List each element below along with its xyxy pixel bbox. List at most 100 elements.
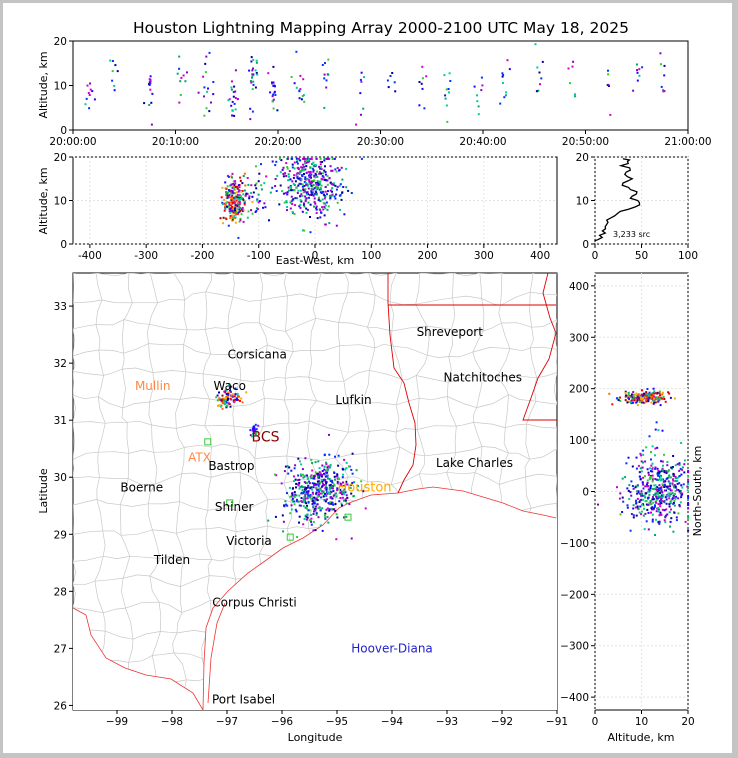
time-height-source <box>445 104 448 107</box>
ew-altitude-source <box>299 203 302 206</box>
altitude-ns-source <box>619 492 622 495</box>
plan-view-source <box>309 519 312 521</box>
county-line <box>103 607 126 614</box>
ew-altitude-source <box>303 205 306 208</box>
plan-view-source <box>306 516 309 519</box>
plan-view-source <box>230 394 233 397</box>
time-height-source <box>327 58 330 61</box>
county-line <box>418 455 426 474</box>
plan-view-source <box>327 468 330 471</box>
county-line <box>233 425 264 429</box>
altitude-ns-source <box>676 488 678 491</box>
plan-view-source <box>224 399 227 402</box>
plan-view-x-tick-label: −92 <box>491 716 513 728</box>
county-line <box>149 575 181 587</box>
county-line <box>472 351 484 375</box>
ew-altitude-source <box>309 175 312 178</box>
plan-view-source <box>298 460 301 463</box>
gulf-water <box>203 487 557 710</box>
ew-altitude-source <box>326 208 329 211</box>
time-height-source <box>206 90 209 93</box>
ew-altitude-source <box>324 223 327 226</box>
ew-altitude-source <box>236 187 239 190</box>
county-line <box>119 504 122 536</box>
altitude-ns-y-tick-label: 400 <box>569 281 589 293</box>
plan-view-source <box>253 427 256 430</box>
ew-altitude-source <box>237 190 240 193</box>
ew-altitude-source <box>231 207 234 210</box>
ew-altitude-source <box>301 210 304 213</box>
time-height-source <box>477 105 480 108</box>
plan-view-source <box>283 470 286 473</box>
plan-view-source <box>317 516 320 519</box>
time-height-source <box>501 72 504 75</box>
ew-altitude-source <box>287 179 290 182</box>
plan-view-source <box>307 484 310 487</box>
county-line <box>316 292 348 299</box>
ew-altitude-source <box>328 222 331 225</box>
county-line <box>181 447 185 474</box>
county-line <box>121 353 125 370</box>
plan-view-source <box>308 482 311 485</box>
time-height-source <box>325 79 328 82</box>
ew-altitude-source <box>308 180 311 183</box>
altitude-ns-source <box>663 483 666 486</box>
ew-altitude-source <box>232 180 235 183</box>
plan-view-source <box>310 517 313 520</box>
altitude-ns-y-tick-label: 300 <box>569 332 589 344</box>
altitude-ns-source <box>650 401 653 404</box>
plan-view-source <box>312 499 315 502</box>
county-line <box>254 426 264 459</box>
plan-view-x-tick-label: −97 <box>216 716 238 728</box>
altitude-ns-source <box>635 401 638 404</box>
county-line <box>309 420 349 433</box>
altitude-ns-source <box>661 429 664 432</box>
ew-altitude-source <box>334 184 337 187</box>
county-line <box>179 501 208 511</box>
altitude-ns-source <box>662 494 665 497</box>
plan-view-source <box>336 487 339 490</box>
county-line <box>525 476 532 509</box>
county-line <box>529 292 533 328</box>
altitude-ns-source <box>678 475 681 477</box>
time-height-source <box>230 88 233 91</box>
altitude-ns-source <box>687 507 690 510</box>
altitude-ns-source <box>676 477 679 480</box>
altitude-ns-source <box>633 396 636 399</box>
county-line <box>152 529 177 534</box>
ew-altitude-source <box>335 224 338 227</box>
ew-altitude-source <box>242 209 245 212</box>
county-line <box>285 295 288 332</box>
ew-altitude-source <box>227 196 230 198</box>
plan-view-source <box>307 494 310 497</box>
time-height-source <box>178 67 181 70</box>
county-line <box>259 322 286 332</box>
lma-station-marker <box>226 499 234 507</box>
time-height-x-tick-label: 21:00:00 <box>664 136 711 148</box>
plan-view-source <box>229 390 232 393</box>
altitude-ns-source <box>650 393 653 396</box>
ew-altitude-source <box>307 201 310 204</box>
altitude-ns-source <box>627 489 630 492</box>
altitude-ns-source <box>668 487 671 490</box>
county-line <box>261 295 288 301</box>
plan-view-source <box>335 538 338 541</box>
ew-altitude-source <box>255 209 258 212</box>
plan-view-source <box>325 463 328 466</box>
plan-view-source <box>226 395 229 398</box>
ew-altitude-source <box>305 161 308 164</box>
altitude-ns-source <box>637 508 640 511</box>
time-height-source <box>232 91 235 93</box>
plan-view-source <box>310 497 313 500</box>
ew-altitude-source <box>296 192 299 194</box>
place-label: Corsicana <box>228 348 287 362</box>
county-line <box>237 499 269 511</box>
county-line <box>285 317 317 332</box>
ew-altitude-source <box>304 178 307 181</box>
altitude-histogram-y-tick-label: 20 <box>576 152 589 164</box>
county-line <box>529 273 534 293</box>
plan-view-source <box>364 507 367 510</box>
altitude-ns-source <box>661 508 664 511</box>
plan-view-source <box>317 507 320 510</box>
time-height-source <box>393 81 396 84</box>
